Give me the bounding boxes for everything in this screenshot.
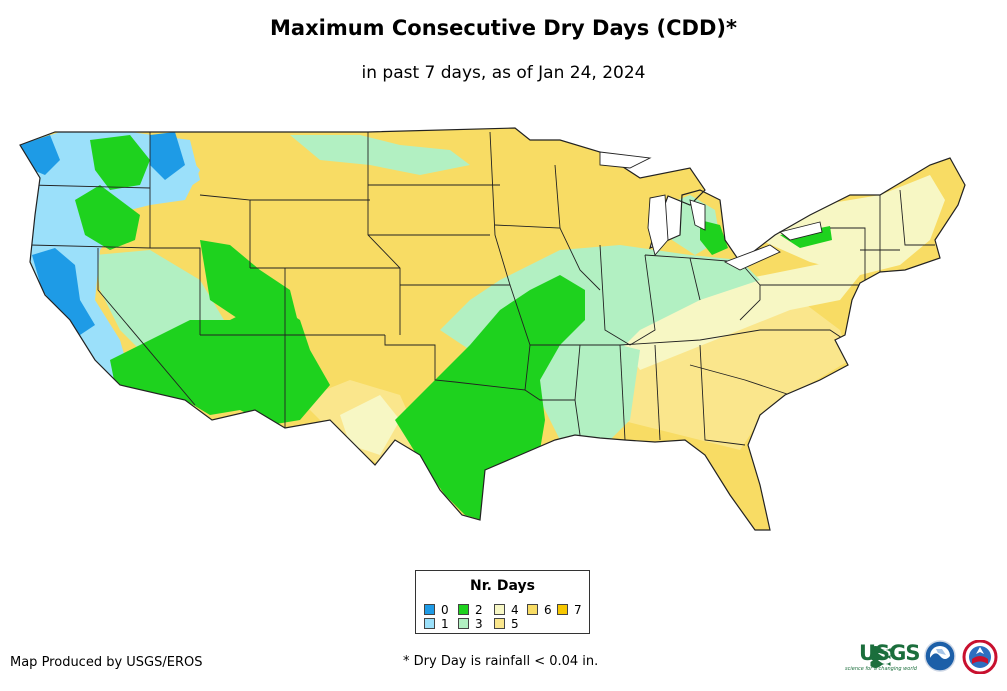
- zone-4-appalachia: [620, 260, 860, 370]
- zone-0-nidaho: [150, 132, 185, 180]
- legend-swatch-6: [527, 604, 538, 615]
- legend-label-4: 4: [511, 603, 519, 617]
- usgs-tagline: science for a changing world: [845, 666, 917, 672]
- legend-swatch-4: [494, 604, 505, 615]
- legend-label-7: 7: [574, 603, 582, 617]
- legend-item-1: 1: [424, 618, 449, 630]
- state-borders: [29, 131, 935, 446]
- legend-swatch-1: [424, 618, 435, 629]
- legend-item-4: 4: [494, 604, 519, 616]
- noaa-logo-icon: [924, 640, 956, 672]
- zone-3-northplains: [290, 135, 470, 175]
- legend-swatch-5: [494, 618, 505, 629]
- legend-swatch-2: [458, 604, 469, 615]
- legend-title: Nr. Days: [470, 578, 535, 594]
- legend: Nr. Days 0 1 2 3 4 5 6 7: [415, 570, 590, 634]
- legend-swatch-7: [557, 604, 568, 615]
- legend-item-0: 0: [424, 604, 449, 616]
- legend-swatch-3: [458, 618, 469, 629]
- map-credit: Map Produced by USGS/EROS: [10, 655, 203, 670]
- great-lakes: [599, 151, 823, 271]
- zone-2-idaho: [90, 135, 150, 190]
- zone-4-southplains: [340, 395, 400, 455]
- zone-2-greatlakes: [700, 220, 728, 255]
- legend-label-6: 6: [544, 603, 552, 617]
- legend-item-2: 2: [458, 604, 483, 616]
- dry-day-footnote: * Dry Day is rainfall < 0.04 in.: [403, 654, 599, 669]
- usgs-logo-text: USGS: [859, 641, 921, 665]
- zone-2-southwest: [110, 300, 330, 425]
- nws-logo-icon: [962, 640, 998, 674]
- legend-item-6: 6: [527, 604, 552, 616]
- legend-item-3: 3: [458, 618, 483, 630]
- zone-2-rockies: [200, 240, 300, 330]
- legend-label-1: 1: [441, 617, 449, 631]
- legend-label-3: 3: [475, 617, 483, 631]
- map-subtitle: in past 7 days, as of Jan 24, 2024: [361, 63, 646, 83]
- legend-swatch-0: [424, 604, 435, 615]
- zone-3-mississippi: [540, 340, 640, 440]
- zone-2-texas: [395, 275, 585, 520]
- legend-item-5: 5: [494, 618, 519, 630]
- map-title: Maximum Consecutive Dry Days (CDD)*: [270, 16, 737, 40]
- zone-2-northwest: [75, 185, 140, 250]
- legend-item-7: 7: [557, 604, 582, 616]
- legend-label-0: 0: [441, 603, 449, 617]
- zone-0-norcal: [32, 248, 95, 335]
- legend-label-2: 2: [475, 603, 483, 617]
- usgs-wave-icon: [870, 646, 891, 668]
- legend-label-5: 5: [511, 617, 519, 631]
